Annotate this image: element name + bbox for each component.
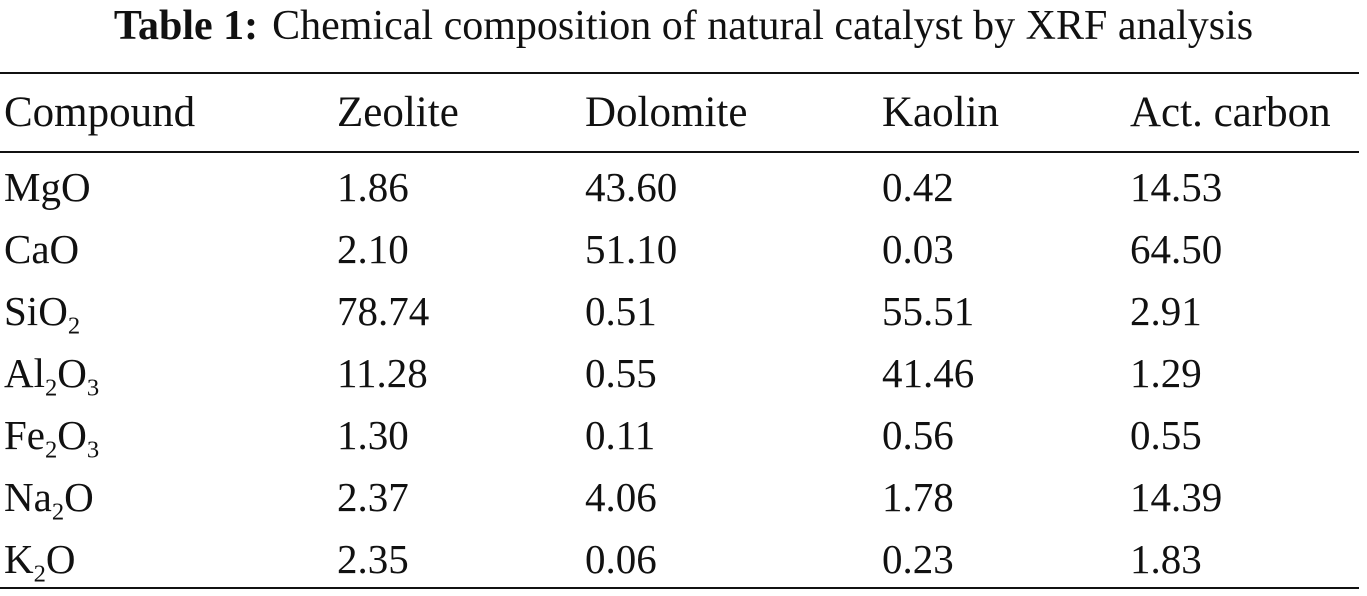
compound-subscript: 2 [45,436,58,464]
table-row: Fe2O3 1.30 0.11 0.56 0.55 [0,404,1359,466]
zeolite-value-cell: 1.30 [337,412,409,458]
table-row: CaO 2.10 51.10 0.03 64.50 [0,218,1359,280]
act-carbon-value-cell: 14.39 [1130,474,1223,520]
kaolin-value-cell: 55.51 [882,288,975,334]
compound-cell: K2O [4,528,76,590]
dolomite-value-cell: 4.06 [585,474,657,520]
kaolin-value-cell: 0.42 [882,164,954,210]
zeolite-value-cell: 78.74 [337,288,430,334]
dolomite-value-cell: 43.60 [585,164,678,210]
table-row: Na2O 2.37 4.06 1.78 14.39 [0,466,1359,528]
kaolin-value-cell: 0.23 [882,536,954,582]
act-carbon-value-cell: 0.55 [1130,412,1202,458]
act-carbon-value-cell: 64.50 [1130,226,1223,272]
act-carbon-value-cell: 1.83 [1130,536,1202,582]
caption-label: Table 1: [113,3,259,49]
kaolin-value-cell: 1.78 [882,474,954,520]
compound-cell: CaO [4,218,79,280]
compound-cell: MgO [4,156,91,218]
zeolite-value-cell: 2.35 [337,536,409,582]
compound-text: O [57,412,87,458]
dolomite-value-cell: 0.11 [585,412,656,458]
table-header-row: Compound Zeolite Dolomite Kaolin Act. ca… [0,74,1359,151]
zeolite-value-cell: 11.28 [337,350,428,396]
compound-text: K [4,536,34,582]
compound-text: CaO [4,226,80,272]
kaolin-value-cell: 0.56 [882,412,954,458]
table-row: K2O 2.35 0.06 0.23 1.83 [0,528,1359,590]
dolomite-value-cell: 0.06 [585,536,657,582]
table-header-rule [0,151,1359,153]
compound-cell: Al2O3 [4,342,99,404]
column-header-compound: Compound [4,89,196,136]
compound-cell: SiO2 [4,280,80,342]
dolomite-value-cell: 0.55 [585,350,657,396]
compound-subscript: 2 [45,374,58,402]
table-body: MgO 1.86 43.60 0.42 14.53 CaO 2.10 51.10 0.03 64.… [0,156,1359,590]
composition-table: Compound Zeolite Dolomite Kaolin Act. ca… [0,74,1359,586]
compound-text: O [45,536,76,582]
kaolin-value-cell: 41.46 [882,350,975,396]
table-row: MgO 1.86 43.60 0.42 14.53 [0,156,1359,218]
column-header-kaolin: Kaolin [882,89,1000,136]
compound-subscript: 2 [33,560,46,588]
compound-text: Na [4,474,52,520]
compound-subscript: 2 [67,312,81,340]
act-carbon-value-cell: 2.91 [1130,288,1202,334]
compound-cell: Fe2O3 [4,404,99,466]
table-bottom-rule [0,587,1359,589]
table-row: SiO2 78.74 0.51 55.51 2.91 [0,280,1359,342]
compound-cell: Na2O [4,466,94,528]
act-carbon-value-cell: 14.53 [1130,164,1223,210]
column-header-dolomite: Dolomite [585,89,748,136]
compound-text: O [57,350,87,396]
compound-subscript: 3 [86,374,100,402]
column-header-act-carbon: Act. carbon [1130,89,1331,136]
compound-subscript: 2 [51,498,65,526]
column-header-zeolite: Zeolite [337,89,459,136]
compound-text: MgO [4,164,91,210]
dolomite-value-cell: 51.10 [585,226,678,272]
compound-text: Al [4,350,45,396]
compound-text: Fe [4,412,45,458]
table-row: Al2O3 11.28 0.55 41.46 1.29 [0,342,1359,404]
caption-text: Chemical composition of natural catalyst… [272,3,1254,49]
zeolite-value-cell: 2.10 [337,226,409,272]
compound-text: O [64,474,94,520]
zeolite-value-cell: 2.37 [337,474,409,520]
act-carbon-value-cell: 1.29 [1130,350,1202,396]
compound-text: SiO [4,288,68,334]
zeolite-value-cell: 1.86 [337,164,409,210]
table-top-rule [0,72,1359,74]
dolomite-value-cell: 0.51 [585,288,657,334]
kaolin-value-cell: 0.03 [882,226,954,272]
table-caption: Table 1: Chemical composition of natural … [0,0,1367,62]
compound-subscript: 3 [86,436,100,464]
